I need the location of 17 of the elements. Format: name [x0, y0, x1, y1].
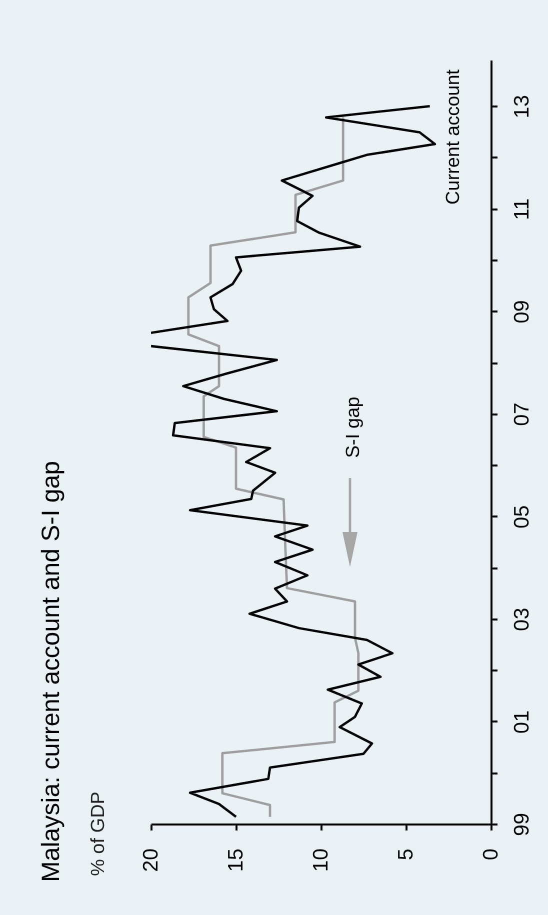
- x-tick-label: 0: [480, 848, 502, 860]
- x-tick-label: 10: [310, 848, 332, 872]
- x-tick-label: 15: [224, 848, 248, 872]
- y-tick-label: 05: [510, 505, 534, 529]
- text: Current account: [443, 68, 464, 205]
- text: Malaysia: current account and S-I gap: [37, 460, 65, 882]
- y-tick-label: 07: [510, 402, 534, 426]
- y-tick-label: 13: [510, 94, 534, 118]
- y-tick-label: 09: [510, 300, 534, 324]
- text: % of GDP: [88, 792, 109, 876]
- x-tick-label: 20: [140, 848, 162, 872]
- y-tick-label: 11: [510, 198, 534, 220]
- y-tick-label: 03: [510, 608, 534, 632]
- y-tick-label: 01: [510, 710, 534, 734]
- y-tick-label: 99: [510, 812, 534, 836]
- x-tick-label: 5: [394, 848, 418, 860]
- text: S-I gap: [343, 396, 364, 458]
